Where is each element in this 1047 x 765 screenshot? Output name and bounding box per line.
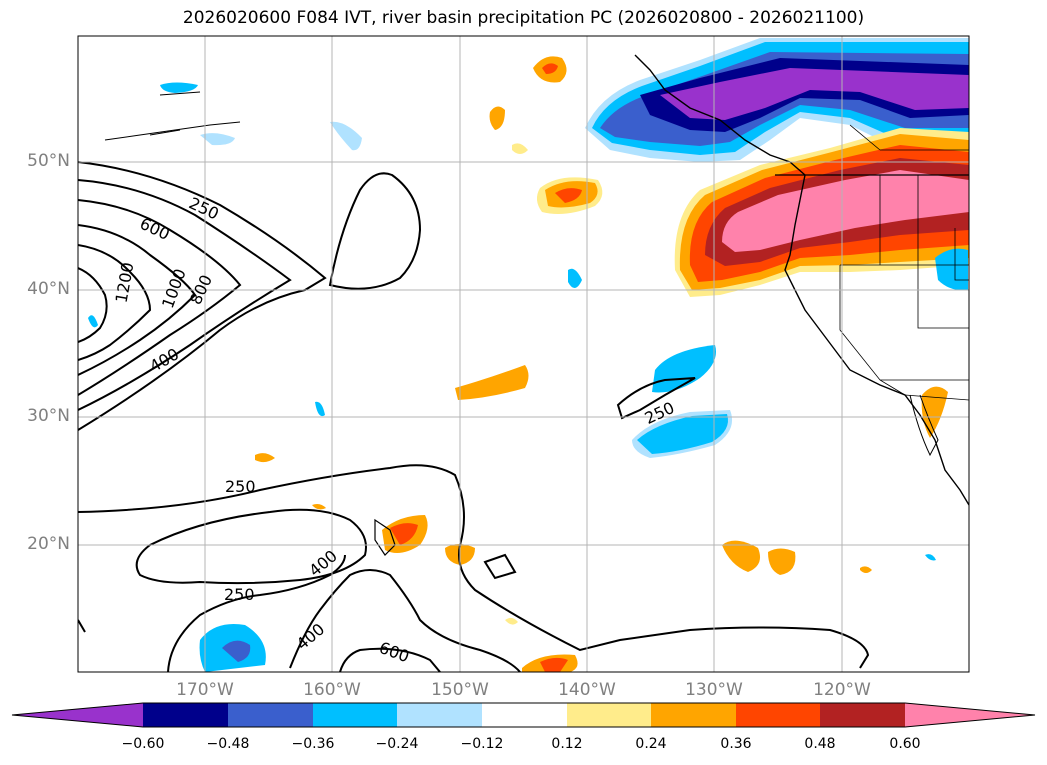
map-frame [77,35,970,673]
lat-label: 40°N [27,279,70,299]
colorbar-tick: 0.48 [804,736,836,752]
lat-label: 50°N [27,151,70,171]
colorbar-bin [143,703,228,727]
lat-label: 20°N [27,534,70,554]
contour-label: 400 [146,344,182,376]
colorbar [11,702,1036,728]
colorbar-bin [228,703,313,727]
contour-label: 1200 [112,261,138,304]
colorbar-tick: −0.60 [121,736,165,752]
map-title: 2026020600 F084 IVT, river basin precipi… [182,8,865,28]
colorbar-min-extension [12,703,143,727]
negative-anomaly-north [585,38,969,162]
scattered-anomaly-patches [88,56,968,672]
contour-labels: 250 600 1200 1000 800 400 250 250 400 25… [112,193,678,666]
lon-label: 120°W [813,680,871,700]
colorbar-tick: −0.12 [460,736,504,752]
colorbar-bin [482,703,567,727]
contour-label: 400 [305,546,341,580]
colorbar-bin [736,703,820,727]
colorbar-tick: 0.24 [635,736,667,752]
colorbar-bin [397,703,482,727]
contour-label: 250 [224,585,255,604]
colorbar-max-extension [905,703,1035,727]
coastlines-and-borders [104,54,969,556]
lat-label: 30°N [27,406,70,426]
lon-label: 140°W [558,680,616,700]
lon-label: 130°W [685,680,743,700]
contour-label: 600 [377,638,412,666]
contour-label: 250 [225,477,256,496]
colorbar-tick: 0.36 [720,736,752,752]
graticule [78,36,969,672]
colorbar-tick: −0.36 [291,736,335,752]
positive-anomaly-west-coast [674,128,969,297]
colorbar-bin [820,703,905,727]
contour-label: 250 [186,193,222,223]
lon-label: 170°W [176,680,234,700]
colorbar-tick: −0.48 [206,736,250,752]
colorbar-bin [313,703,397,727]
colorbar-tick: 0.12 [551,736,583,752]
colorbar-tick: −0.24 [375,736,419,752]
contour-label: 600 [137,214,173,244]
colorbar-bin [651,703,736,727]
lon-label: 160°W [303,680,361,700]
ivt-contours [78,161,870,672]
lon-label: 150°W [431,680,489,700]
colorbar-bin [567,703,651,727]
colorbar-tick: 0.60 [889,736,921,752]
